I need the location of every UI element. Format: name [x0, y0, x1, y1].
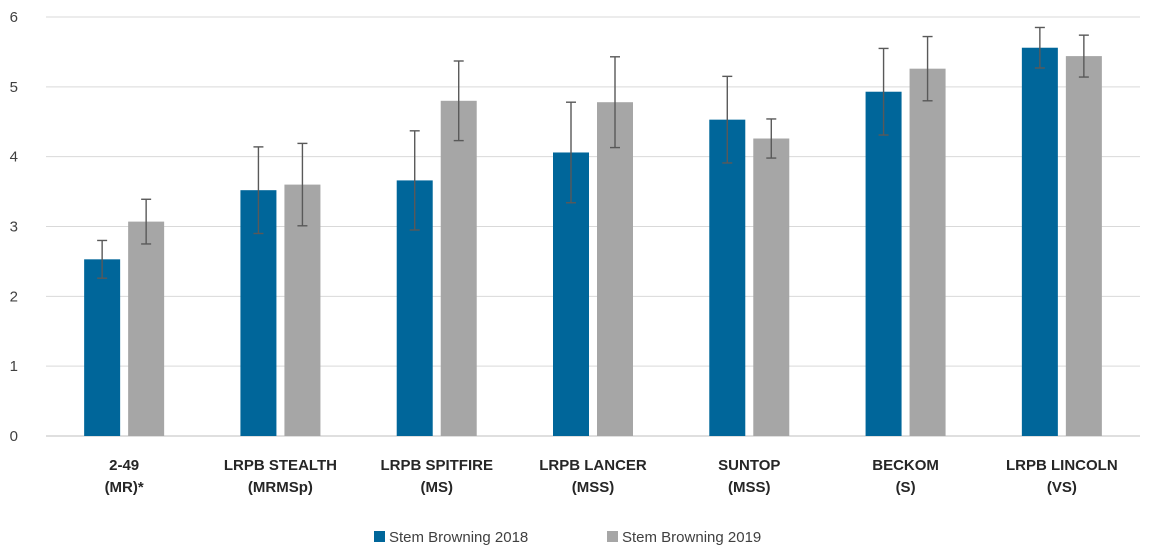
legend-label: Stem Browning 2019: [622, 529, 761, 546]
bar-2019: [753, 138, 790, 436]
category-label: LRPB STEALTH: [224, 457, 337, 474]
bar-2018: [84, 259, 121, 436]
y-axis: 0 1 2 3 4 5 6: [10, 9, 18, 445]
bar-2018: [1021, 47, 1058, 437]
legend: Stem Browning 2018 Stem Browning 2019: [374, 529, 761, 546]
gridlines: [46, 16, 1140, 437]
legend-swatch: [374, 531, 385, 542]
category-label: SUNTOP: [718, 457, 780, 474]
bar-2019: [440, 100, 477, 437]
category-label: (MR)*: [105, 479, 144, 496]
bar-2018: [709, 119, 746, 436]
error-bars: [97, 26, 1089, 279]
legend-swatch: [607, 531, 618, 542]
bar-2018: [865, 91, 902, 436]
legend-label: Stem Browning 2018: [389, 529, 528, 546]
bar-2019: [909, 68, 946, 436]
bar-2019: [1065, 56, 1102, 437]
category-label: (MRMSp): [248, 479, 313, 496]
y-tick-label: 2: [10, 288, 18, 305]
category-label: 2-49: [109, 457, 139, 474]
bars: [84, 47, 1102, 437]
category-label: (VS): [1047, 479, 1077, 496]
bar-2019: [128, 221, 165, 436]
category-label: BECKOM: [872, 457, 939, 474]
y-tick-label: 5: [10, 79, 18, 96]
category-label: (S): [896, 479, 916, 496]
category-label: (MSS): [572, 479, 615, 496]
bar-2019: [597, 102, 633, 437]
y-tick-label: 0: [10, 428, 18, 445]
y-tick-label: 3: [10, 219, 18, 236]
category-label: LRPB LANCER: [539, 457, 647, 474]
category-label: (MS): [420, 479, 453, 496]
category-label: LRPB SPITFIRE: [380, 457, 493, 474]
y-tick-label: 1: [10, 358, 18, 375]
category-label: (MSS): [728, 479, 771, 496]
y-tick-label: 4: [10, 149, 18, 166]
y-tick-label: 6: [10, 9, 18, 26]
x-axis: 2-49 (MR)* LRPB STEALTH (MRMSp) LRPB SPITFIR…: [105, 457, 1118, 496]
category-label: LRPB LINCOLN: [1006, 457, 1118, 474]
